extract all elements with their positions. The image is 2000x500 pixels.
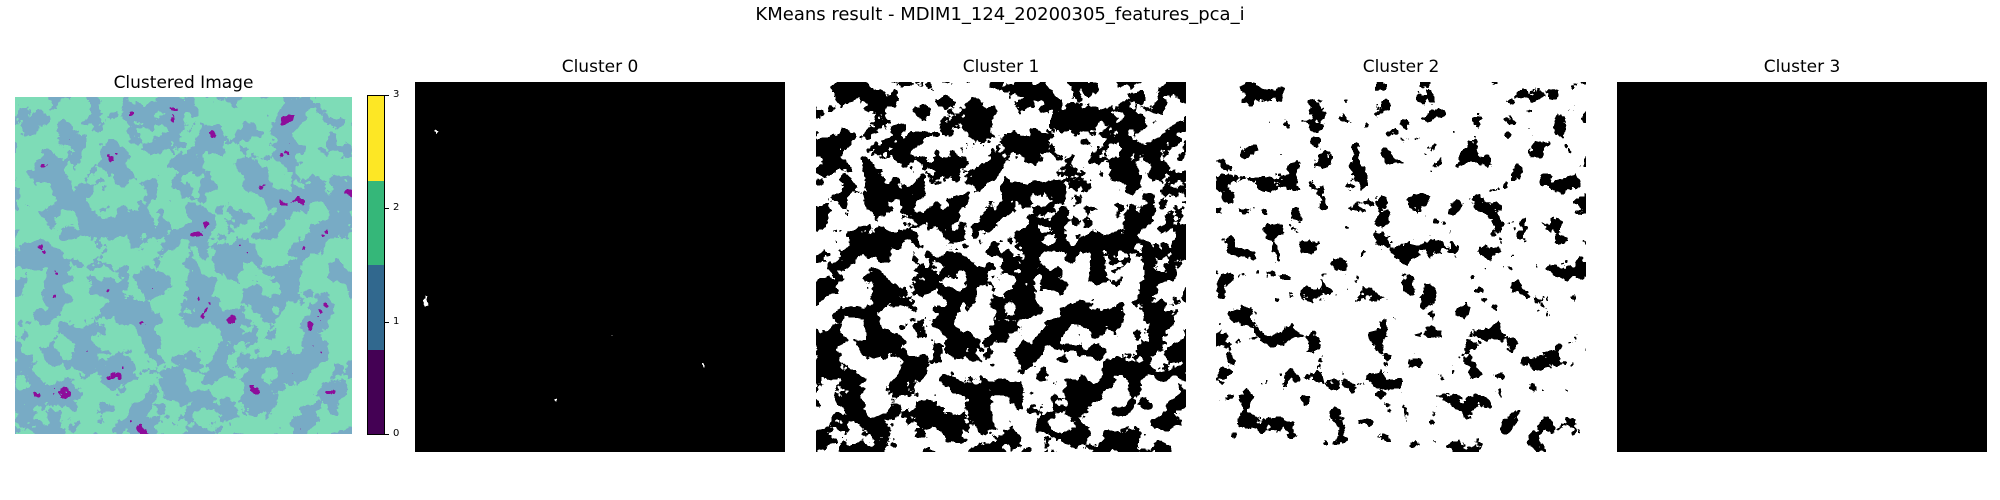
colorbar-segment-2 [368, 180, 384, 265]
panel-title-cluster-2: Cluster 2 [1362, 57, 1440, 77]
colorbar-segment-0 [368, 349, 384, 434]
panel-title-cluster-0: Cluster 0 [561, 57, 639, 77]
panel-title-clustered: Clustered Image [113, 73, 254, 93]
colorbar [367, 95, 385, 435]
colorbar-tick [384, 434, 389, 435]
cluster-3-mask [1617, 82, 1987, 452]
panel-title-cluster-1: Cluster 1 [962, 57, 1040, 77]
colorbar-tick-label-0: 0 [393, 428, 400, 439]
colorbar-tick [384, 208, 389, 209]
cluster-2-mask [1216, 82, 1586, 452]
colorbar-tick-label-1: 1 [393, 316, 400, 327]
cluster-0-mask [415, 82, 785, 452]
cluster-1-mask [816, 82, 1186, 452]
panel-title-cluster-3: Cluster 3 [1763, 57, 1841, 77]
colorbar-segment-1 [368, 265, 384, 350]
colorbar-segment-3 [368, 96, 384, 181]
colorbar-tick [384, 322, 389, 323]
colorbar-tick [384, 95, 389, 96]
colorbar-tick-label-3: 3 [393, 89, 400, 100]
figure-title: KMeans result - MDIM1_124_20200305_featu… [755, 4, 1245, 25]
colorbar-tick-label-2: 2 [393, 202, 400, 213]
clustered-image [15, 97, 352, 434]
